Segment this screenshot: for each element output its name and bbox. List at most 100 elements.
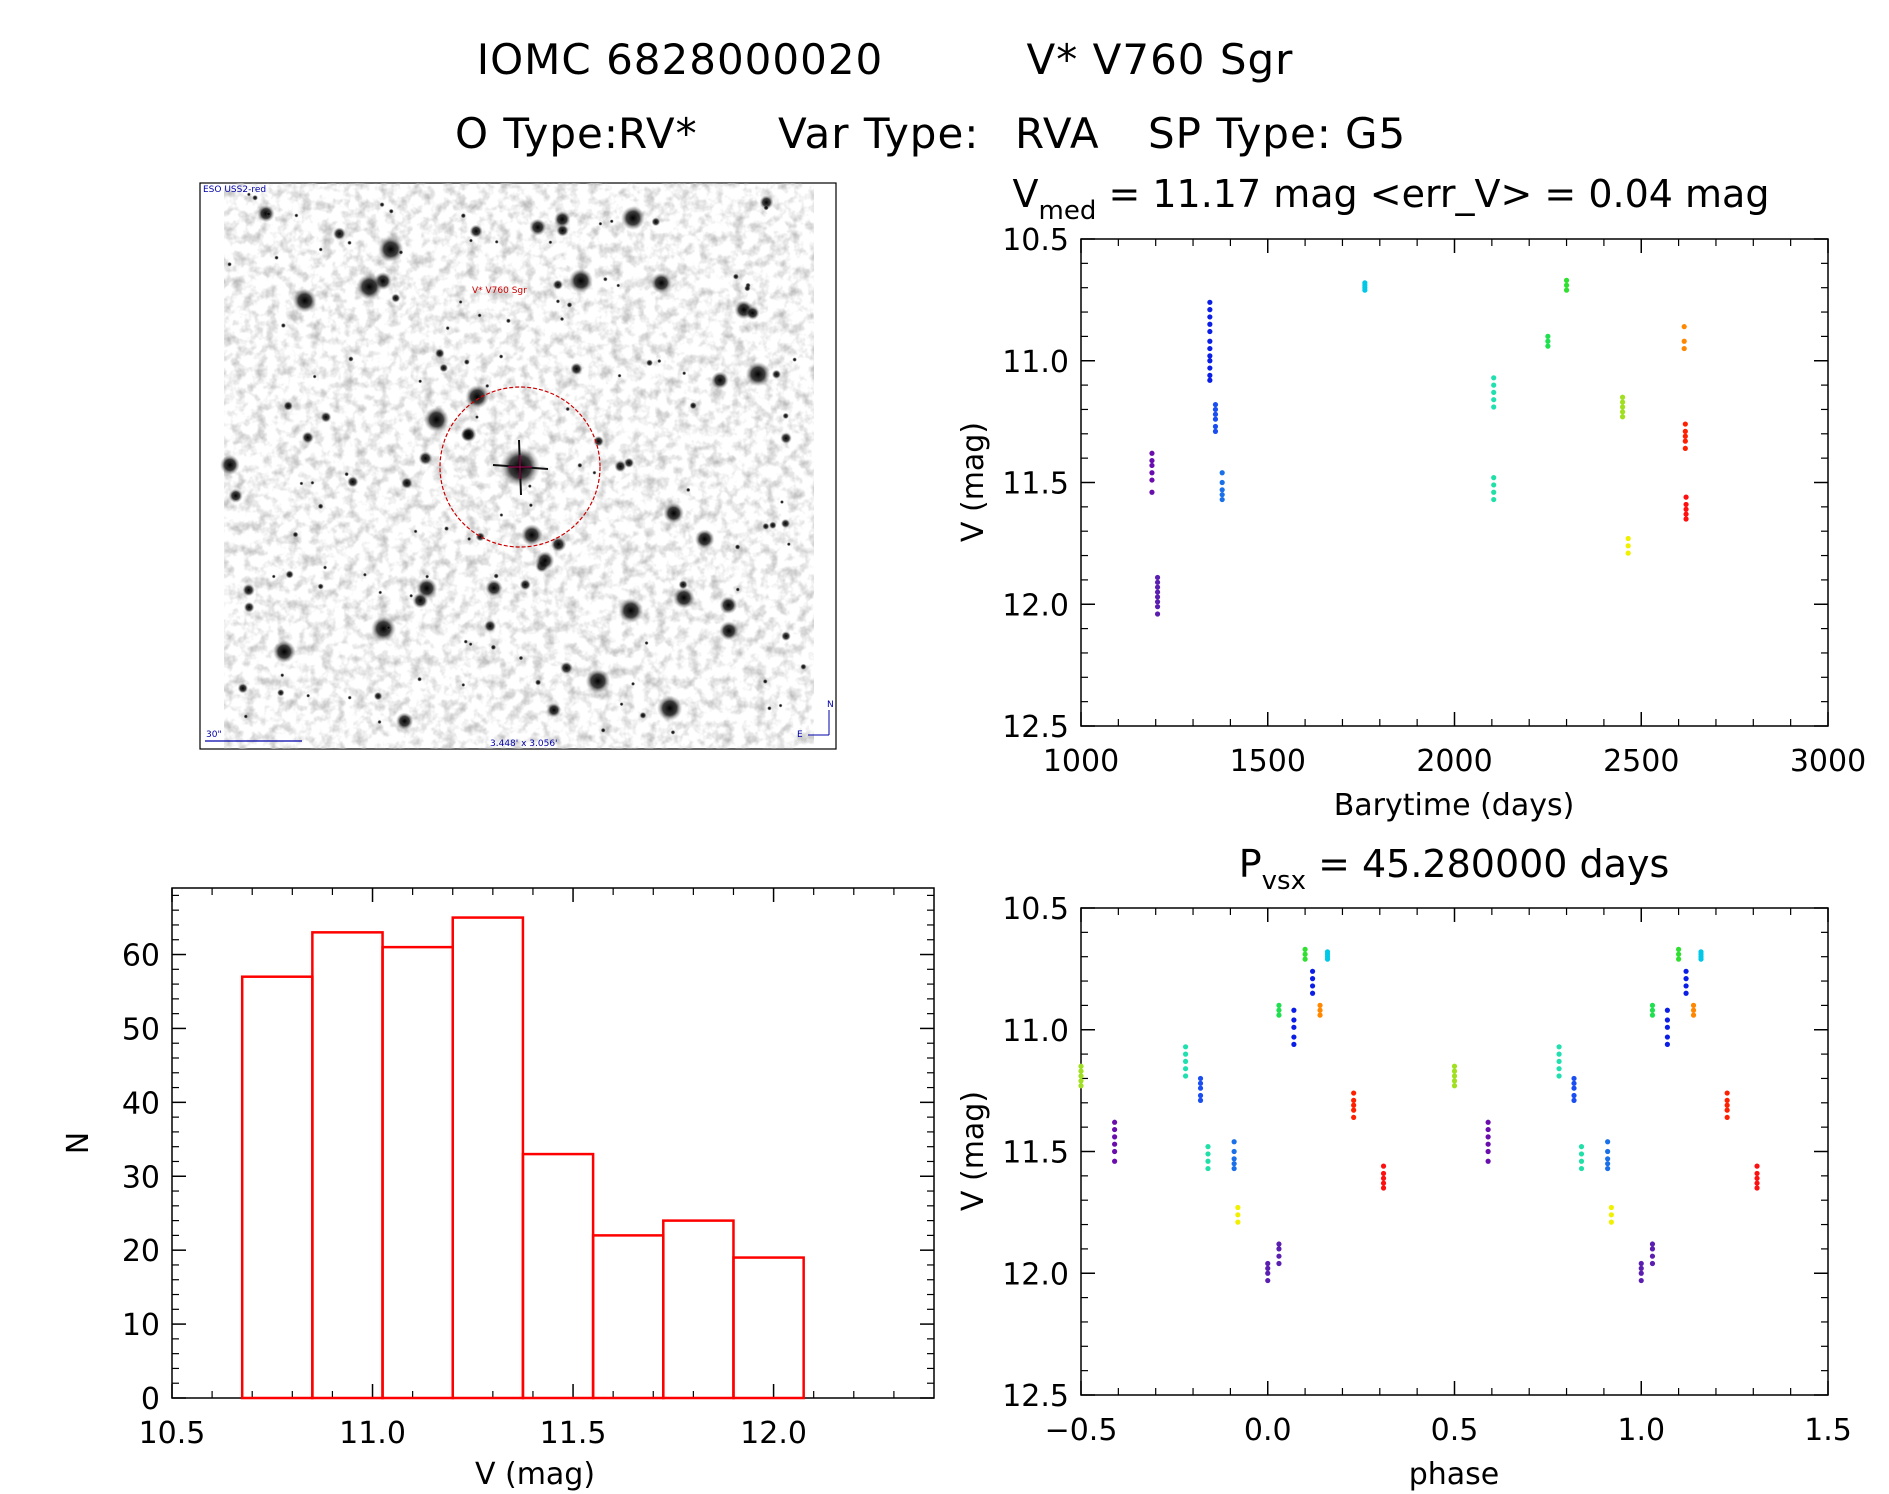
lightcurve-point xyxy=(1682,438,1688,444)
phased-point xyxy=(1754,1185,1760,1191)
field-star xyxy=(468,642,473,647)
field-star xyxy=(280,322,286,329)
lightcurve-point xyxy=(1545,343,1551,349)
phased-point xyxy=(1664,1007,1670,1013)
field-star xyxy=(227,261,232,267)
lightcurve-point xyxy=(1154,579,1161,585)
field-star xyxy=(463,639,468,644)
phased-point xyxy=(1649,1002,1656,1009)
phased-point xyxy=(1380,1170,1387,1177)
field-star xyxy=(800,663,807,670)
histogram-bar xyxy=(732,1256,805,1400)
survey-label: ESO USS2-red xyxy=(203,185,266,195)
field-star xyxy=(485,383,490,389)
phased-point xyxy=(1451,1063,1458,1069)
phased-point xyxy=(1578,1165,1585,1172)
phased-point xyxy=(1291,1007,1297,1013)
phased-point xyxy=(1664,1024,1670,1030)
phased-point xyxy=(1380,1185,1387,1191)
field-star xyxy=(570,362,583,376)
field-star xyxy=(347,240,352,246)
lightcurve-point xyxy=(1219,479,1225,486)
field-star xyxy=(780,518,791,529)
phased-point xyxy=(1578,1158,1585,1164)
field-star xyxy=(439,363,449,373)
phased-point xyxy=(1182,1058,1189,1065)
phased-ytick-label: 10.5 xyxy=(1002,892,1069,927)
phased-points xyxy=(1078,946,1760,1284)
field-star xyxy=(546,702,562,718)
lightcurve-point xyxy=(1207,372,1213,378)
field-star xyxy=(762,522,770,530)
phased-point xyxy=(1690,1007,1697,1013)
lightcurve-point xyxy=(1683,501,1689,508)
field-star xyxy=(556,224,569,237)
field-star xyxy=(386,625,391,630)
lightcurve-point xyxy=(1154,589,1161,595)
phased-point xyxy=(1605,1148,1611,1155)
field-star xyxy=(767,705,772,711)
field-star xyxy=(460,212,467,219)
field-star xyxy=(271,574,276,579)
north-label: N xyxy=(827,700,834,710)
field-star xyxy=(602,276,608,282)
field-star xyxy=(373,691,383,701)
field-star xyxy=(299,481,304,486)
simbad-name-title: V* V760 Sgr xyxy=(1027,35,1294,84)
phased-point xyxy=(1683,968,1689,974)
lightcurve-point xyxy=(1625,535,1631,542)
phased-point xyxy=(1231,1156,1237,1162)
histogram-bar xyxy=(240,975,314,1400)
phased-point xyxy=(1556,1066,1562,1072)
phased-point xyxy=(1664,1041,1670,1047)
phased-point xyxy=(1276,1012,1282,1018)
phased-point xyxy=(1078,1068,1084,1074)
phased-ytick-label: 11.5 xyxy=(1002,1136,1069,1171)
lightcurve-point xyxy=(1154,599,1161,605)
target-circle xyxy=(439,386,601,548)
lightcurve-point xyxy=(1212,406,1219,413)
phased-point xyxy=(1676,956,1682,962)
field-star xyxy=(310,480,315,485)
phased-point xyxy=(1205,1151,1211,1157)
sp-type-value: G5 xyxy=(1345,109,1406,158)
phased-point xyxy=(1451,1068,1458,1074)
field-star xyxy=(559,316,565,322)
lightcurve-point xyxy=(1491,475,1497,481)
lightcurve-point xyxy=(1563,287,1570,293)
phased-point xyxy=(1265,1270,1271,1276)
field-star xyxy=(694,529,715,549)
phased-point xyxy=(1485,1119,1491,1125)
lightcurve-ytick-label: 10.5 xyxy=(1002,223,1069,258)
lightcurve-point xyxy=(1207,299,1213,305)
field-star xyxy=(320,411,332,423)
field-star xyxy=(277,688,285,697)
field-star xyxy=(362,572,367,577)
lightcurve-point xyxy=(1219,492,1225,498)
field-star xyxy=(499,513,504,518)
lightcurve-ytick-label: 12.0 xyxy=(1002,588,1069,623)
phased-point xyxy=(1112,1141,1118,1147)
histogram-bars xyxy=(240,916,805,1400)
lightcurve-point xyxy=(1149,489,1155,495)
field-star xyxy=(566,301,573,308)
phased-point xyxy=(1698,956,1704,962)
phased-point xyxy=(1112,1134,1118,1140)
field-star xyxy=(678,579,688,590)
histogram-ticks: 10.5 11.0 11.5 12.0 0 10 20 30 40 50 60 xyxy=(122,888,934,1451)
phased-point xyxy=(1235,1212,1241,1218)
phased-point xyxy=(1235,1204,1241,1211)
phased-point xyxy=(1276,1253,1282,1259)
field-star xyxy=(630,681,636,686)
finder-stars xyxy=(219,192,807,735)
histogram-ytick-label: 40 xyxy=(122,1086,160,1121)
phased-point xyxy=(1324,956,1331,962)
field-star xyxy=(762,678,768,684)
field-star xyxy=(527,484,532,489)
field-star xyxy=(786,542,791,547)
field-star xyxy=(398,250,404,255)
phased-point xyxy=(1351,1102,1357,1108)
field-star xyxy=(332,227,346,241)
field-star xyxy=(294,213,299,218)
